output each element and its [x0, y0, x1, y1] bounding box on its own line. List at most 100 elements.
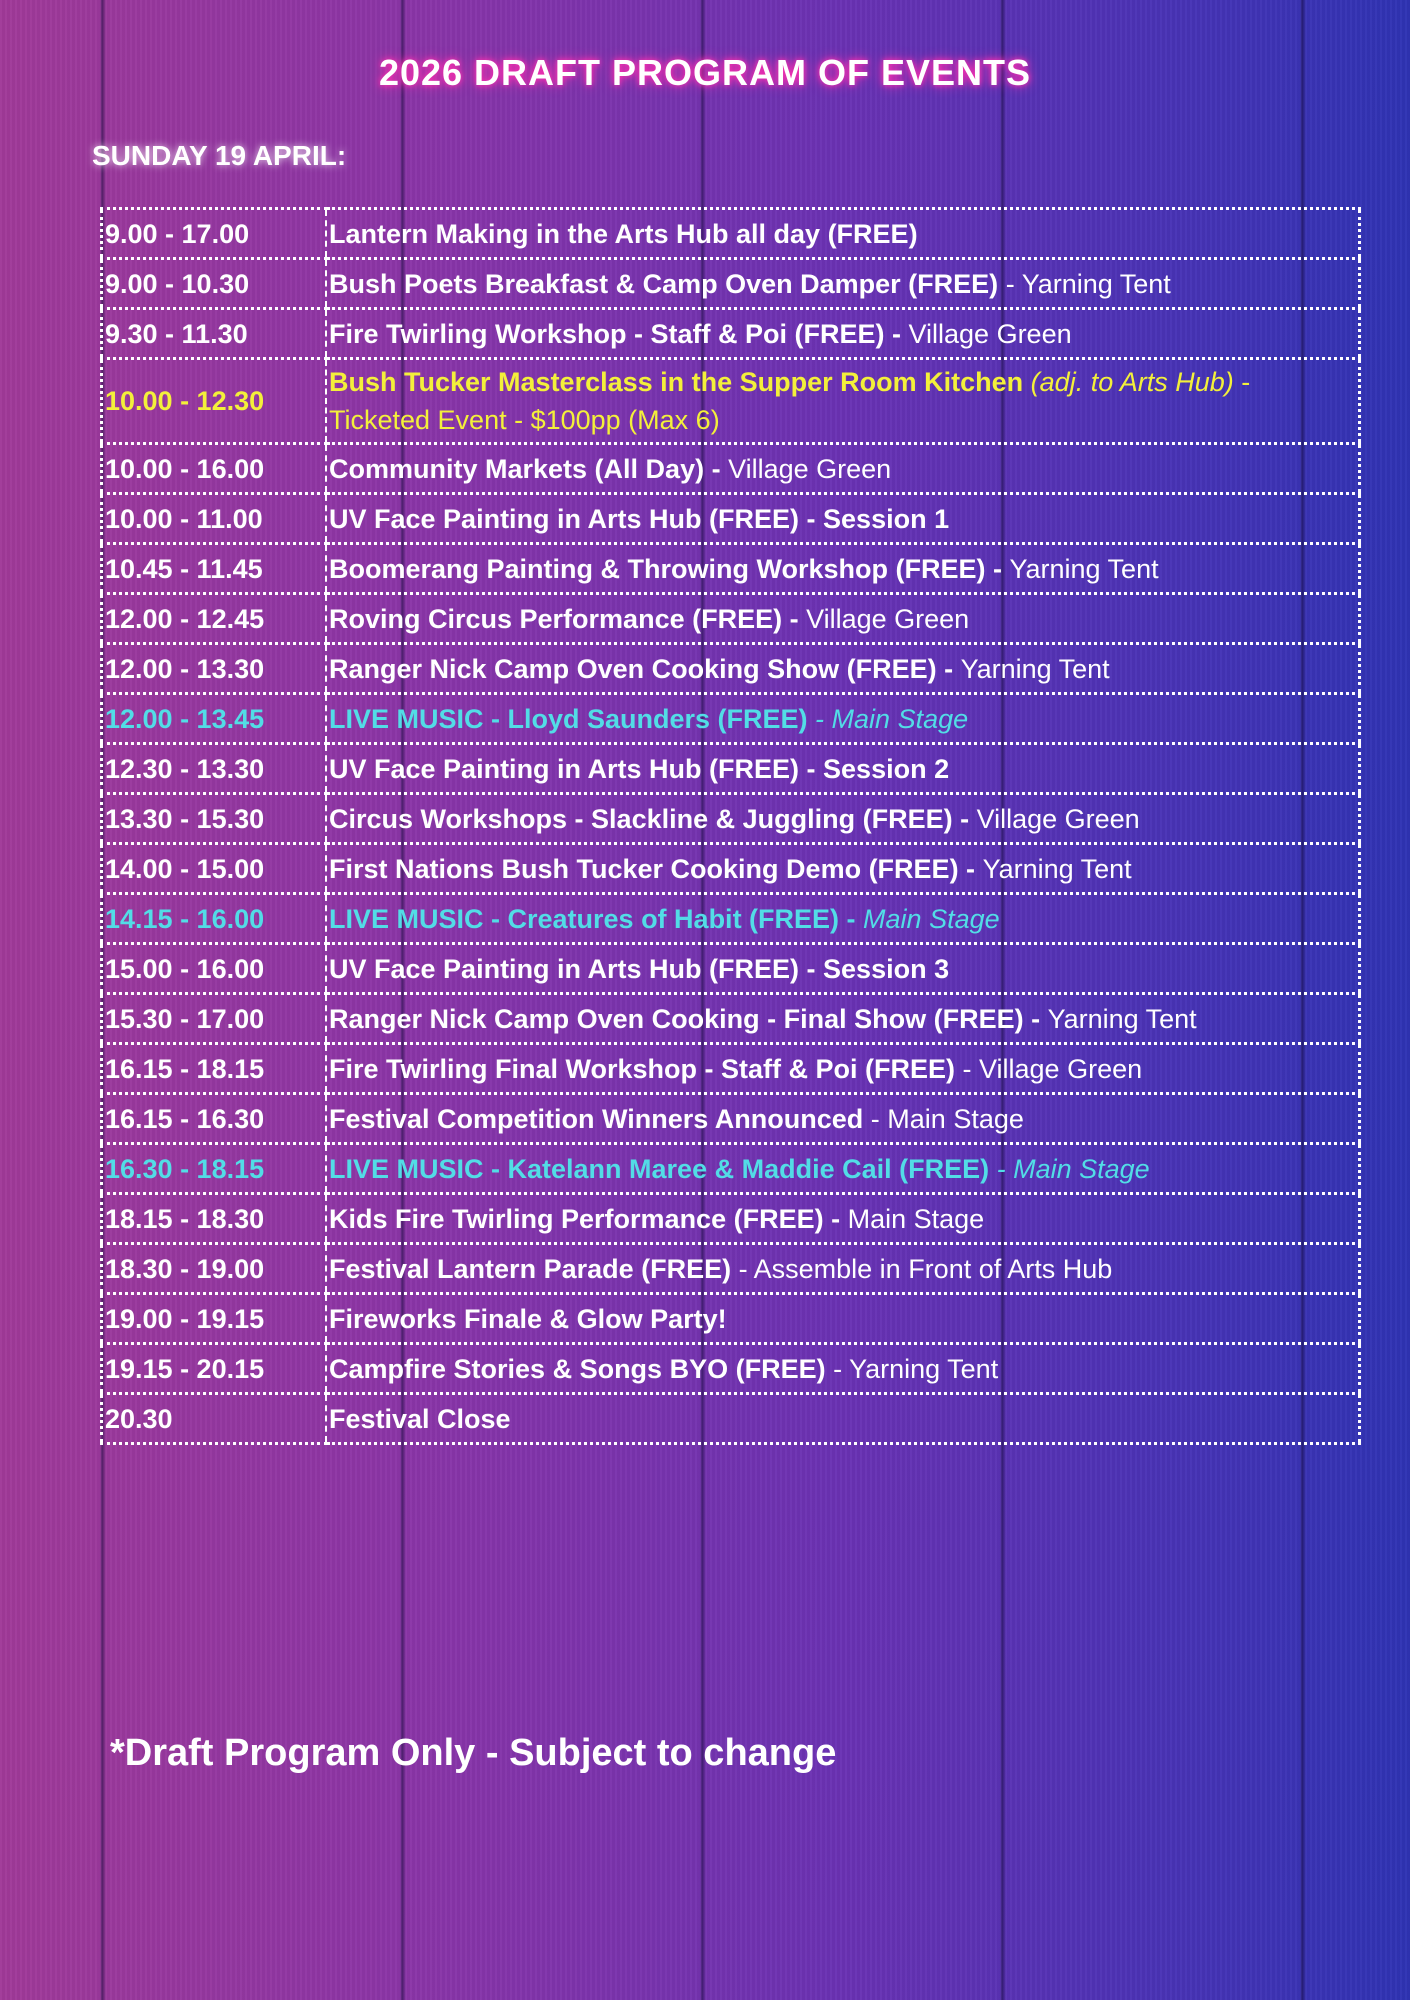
event-row: 9.30 - 11.30 Fire Twirling Workshop - Sta…: [101, 307, 1360, 360]
event-text-part: UV Face Painting in Arts Hub (FREE) - Se…: [329, 503, 950, 534]
event-row: 19.15 - 20.15 Campfire Stories & Songs BY…: [101, 1342, 1360, 1395]
event-time: 9.00 - 17.00: [101, 207, 327, 260]
event-description: Ranger Nick Camp Oven Cooking Show (FREE…: [326, 642, 1360, 695]
event-description: UV Face Painting in Arts Hub (FREE) - Se…: [326, 492, 1360, 545]
event-time: 10.00 - 12.30: [101, 357, 327, 445]
event-text-part: Yarning Tent: [1047, 1003, 1197, 1034]
event-description: Festival Competition Winners Announced -…: [326, 1092, 1360, 1145]
event-time: 10.45 - 11.45: [101, 542, 327, 595]
event-time: 12.00 - 13.45: [101, 692, 327, 745]
events-table: 9.00 - 17.00 Lantern Making in the Arts H…: [100, 207, 1361, 1445]
event-text-part: Village Green: [806, 603, 970, 634]
event-text-part: Ranger Nick Camp Oven Cooking - Final Sh…: [329, 1003, 1048, 1034]
event-row: 10.00 - 16.00 Community Markets (All Day)…: [101, 442, 1360, 495]
event-time: 18.15 - 18.30: [101, 1192, 327, 1245]
event-text-part: Community Markets (All Day) -: [329, 453, 729, 484]
event-description: Fireworks Finale & Glow Party!: [326, 1292, 1360, 1345]
event-text-part: LIVE MUSIC - Lloyd Saunders (FREE): [329, 703, 808, 734]
event-text-part: - Village Green: [955, 1053, 1143, 1084]
event-text-part: Kids Fire Twirling Performance (FREE) -: [329, 1203, 848, 1234]
event-description: LIVE MUSIC - Creatures of Habit (FREE) -…: [326, 892, 1360, 945]
event-time: 19.00 - 19.15: [101, 1292, 327, 1345]
day-heading: SUNDAY 19 APRIL:: [92, 140, 347, 171]
event-row: 16.15 - 16.30 Festival Competition Winner…: [101, 1092, 1360, 1145]
event-text-part: (adj. to Arts Hub): [1030, 367, 1234, 397]
event-time: 15.30 - 17.00: [101, 992, 327, 1045]
event-text-part: - Yarning Tent: [998, 268, 1171, 299]
draft-notice: *Draft Program Only - Subject to change: [110, 1732, 837, 1774]
event-text-part: Campfire Stories & Songs BYO (FREE): [329, 1353, 826, 1384]
event-text-part: Bush Tucker Masterclass in the Supper Ro…: [329, 367, 1031, 397]
event-row: 15.30 - 17.00 Ranger Nick Camp Oven Cooki…: [101, 992, 1360, 1045]
event-text-part: Festival Lantern Parade (FREE): [329, 1253, 732, 1284]
event-row: 18.30 - 19.00 Festival Lantern Parade (FR…: [101, 1242, 1360, 1295]
event-row: 19.00 - 19.15 Fireworks Finale & Glow Par…: [101, 1292, 1360, 1345]
event-time: 20.30: [101, 1392, 327, 1445]
event-row: 9.00 - 10.30 Bush Poets Breakfast & Camp …: [101, 257, 1360, 310]
event-text-part: Fire Twirling Workshop - Staff & Poi (FR…: [329, 318, 909, 349]
event-time: 16.15 - 18.15: [101, 1042, 327, 1095]
event-text-part: Circus Workshops - Slackline & Juggling …: [329, 803, 977, 834]
event-text-part: LIVE MUSIC - Creatures of Habit (FREE) -: [329, 903, 864, 934]
event-text-part: Yarning Tent: [982, 853, 1132, 884]
event-time: 18.30 - 19.00: [101, 1242, 327, 1295]
event-text-part: Festival Competition Winners Announced: [329, 1103, 864, 1134]
event-text-part: Ranger Nick Camp Oven Cooking Show (FREE…: [329, 653, 961, 684]
event-description: Roving Circus Performance (FREE) - Villa…: [326, 592, 1360, 645]
event-text-part: Fireworks Finale & Glow Party!: [329, 1303, 727, 1334]
event-row: 12.00 - 13.45 LIVE MUSIC - Lloyd Saunders…: [101, 692, 1360, 745]
event-text-part: Yarning Tent: [960, 653, 1110, 684]
event-description: Fire Twirling Workshop - Staff & Poi (FR…: [326, 307, 1360, 360]
event-text-part: - Main Stage: [989, 1153, 1150, 1184]
event-time: 13.30 - 15.30: [101, 792, 327, 845]
event-description: Circus Workshops - Slackline & Juggling …: [326, 792, 1360, 845]
event-description: LIVE MUSIC - Katelann Maree & Maddie Cai…: [326, 1142, 1360, 1195]
event-text-part: - Yarning Tent: [825, 1353, 999, 1384]
event-text-part: - Assemble in Front of Arts Hub: [731, 1253, 1113, 1284]
event-description: Lantern Making in the Arts Hub all day (…: [326, 207, 1360, 260]
event-text-part: Yarning Tent: [1009, 553, 1159, 584]
event-text-part: Fire Twirling Final Workshop - Staff & P…: [329, 1053, 956, 1084]
event-text-part: Village Green: [976, 803, 1140, 834]
event-text-part: First Nations Bush Tucker Cooking Demo (…: [329, 853, 983, 884]
event-time: 14.15 - 16.00: [101, 892, 327, 945]
event-text-part: LIVE MUSIC - Katelann Maree & Maddie Cai…: [329, 1153, 990, 1184]
event-row: 20.30 Festival Close: [101, 1392, 1360, 1445]
event-text-part: Lantern Making in the Arts Hub all day (…: [329, 218, 918, 249]
event-description: First Nations Bush Tucker Cooking Demo (…: [326, 842, 1360, 895]
event-text-part: Festival Close: [329, 1403, 511, 1434]
event-text-part: Bush Poets Breakfast & Camp Oven Damper …: [329, 268, 999, 299]
event-row: 16.30 - 18.15 LIVE MUSIC - Katelann Maree…: [101, 1142, 1360, 1195]
event-text-part: Village Green: [728, 453, 892, 484]
event-text-part: - Main Stage: [863, 1103, 1024, 1134]
event-row: 9.00 - 17.00 Lantern Making in the Arts H…: [101, 207, 1360, 260]
event-time: 12.30 - 13.30: [101, 742, 327, 795]
event-description: Ranger Nick Camp Oven Cooking - Final Sh…: [326, 992, 1360, 1045]
event-description: Campfire Stories & Songs BYO (FREE) - Ya…: [326, 1342, 1360, 1395]
event-row: 18.15 - 18.30 Kids Fire Twirling Performa…: [101, 1192, 1360, 1245]
event-text-part: Main Stage: [863, 903, 1000, 934]
event-text-part: Village Green: [908, 318, 1072, 349]
event-text-part: - Main Stage: [807, 703, 969, 734]
event-description: Festival Close: [326, 1392, 1360, 1445]
event-text-part: Boomerang Painting & Throwing Workshop (…: [329, 553, 1010, 584]
event-description: Fire Twirling Final Workshop - Staff & P…: [326, 1042, 1360, 1095]
event-description: UV Face Painting in Arts Hub (FREE) - Se…: [326, 942, 1360, 995]
event-row: 10.00 - 11.00 UV Face Painting in Arts Hu…: [101, 492, 1360, 545]
event-description: Boomerang Painting & Throwing Workshop (…: [326, 542, 1360, 595]
event-description: UV Face Painting in Arts Hub (FREE) - Se…: [326, 742, 1360, 795]
event-description: Community Markets (All Day) - Village Gr…: [326, 442, 1360, 495]
event-row: 14.15 - 16.00 LIVE MUSIC - Creatures of H…: [101, 892, 1360, 945]
event-text-part: UV Face Painting in Arts Hub (FREE) - Se…: [329, 953, 950, 984]
event-row: 14.00 - 15.00 First Nations Bush Tucker C…: [101, 842, 1360, 895]
event-time: 16.15 - 16.30: [101, 1092, 327, 1145]
event-time: 14.00 - 15.00: [101, 842, 327, 895]
event-time: 16.30 - 18.15: [101, 1142, 327, 1195]
event-description: LIVE MUSIC - Lloyd Saunders (FREE) - Mai…: [326, 692, 1360, 745]
event-row: 12.00 - 12.45 Roving Circus Performance (…: [101, 592, 1360, 645]
event-row: 10.45 - 11.45 Boomerang Painting & Throwi…: [101, 542, 1360, 595]
event-text-part: Main Stage: [847, 1203, 985, 1234]
event-time: 15.00 - 16.00: [101, 942, 327, 995]
event-row: 13.30 - 15.30 Circus Workshops - Slacklin…: [101, 792, 1360, 845]
event-time: 9.30 - 11.30: [101, 307, 327, 360]
